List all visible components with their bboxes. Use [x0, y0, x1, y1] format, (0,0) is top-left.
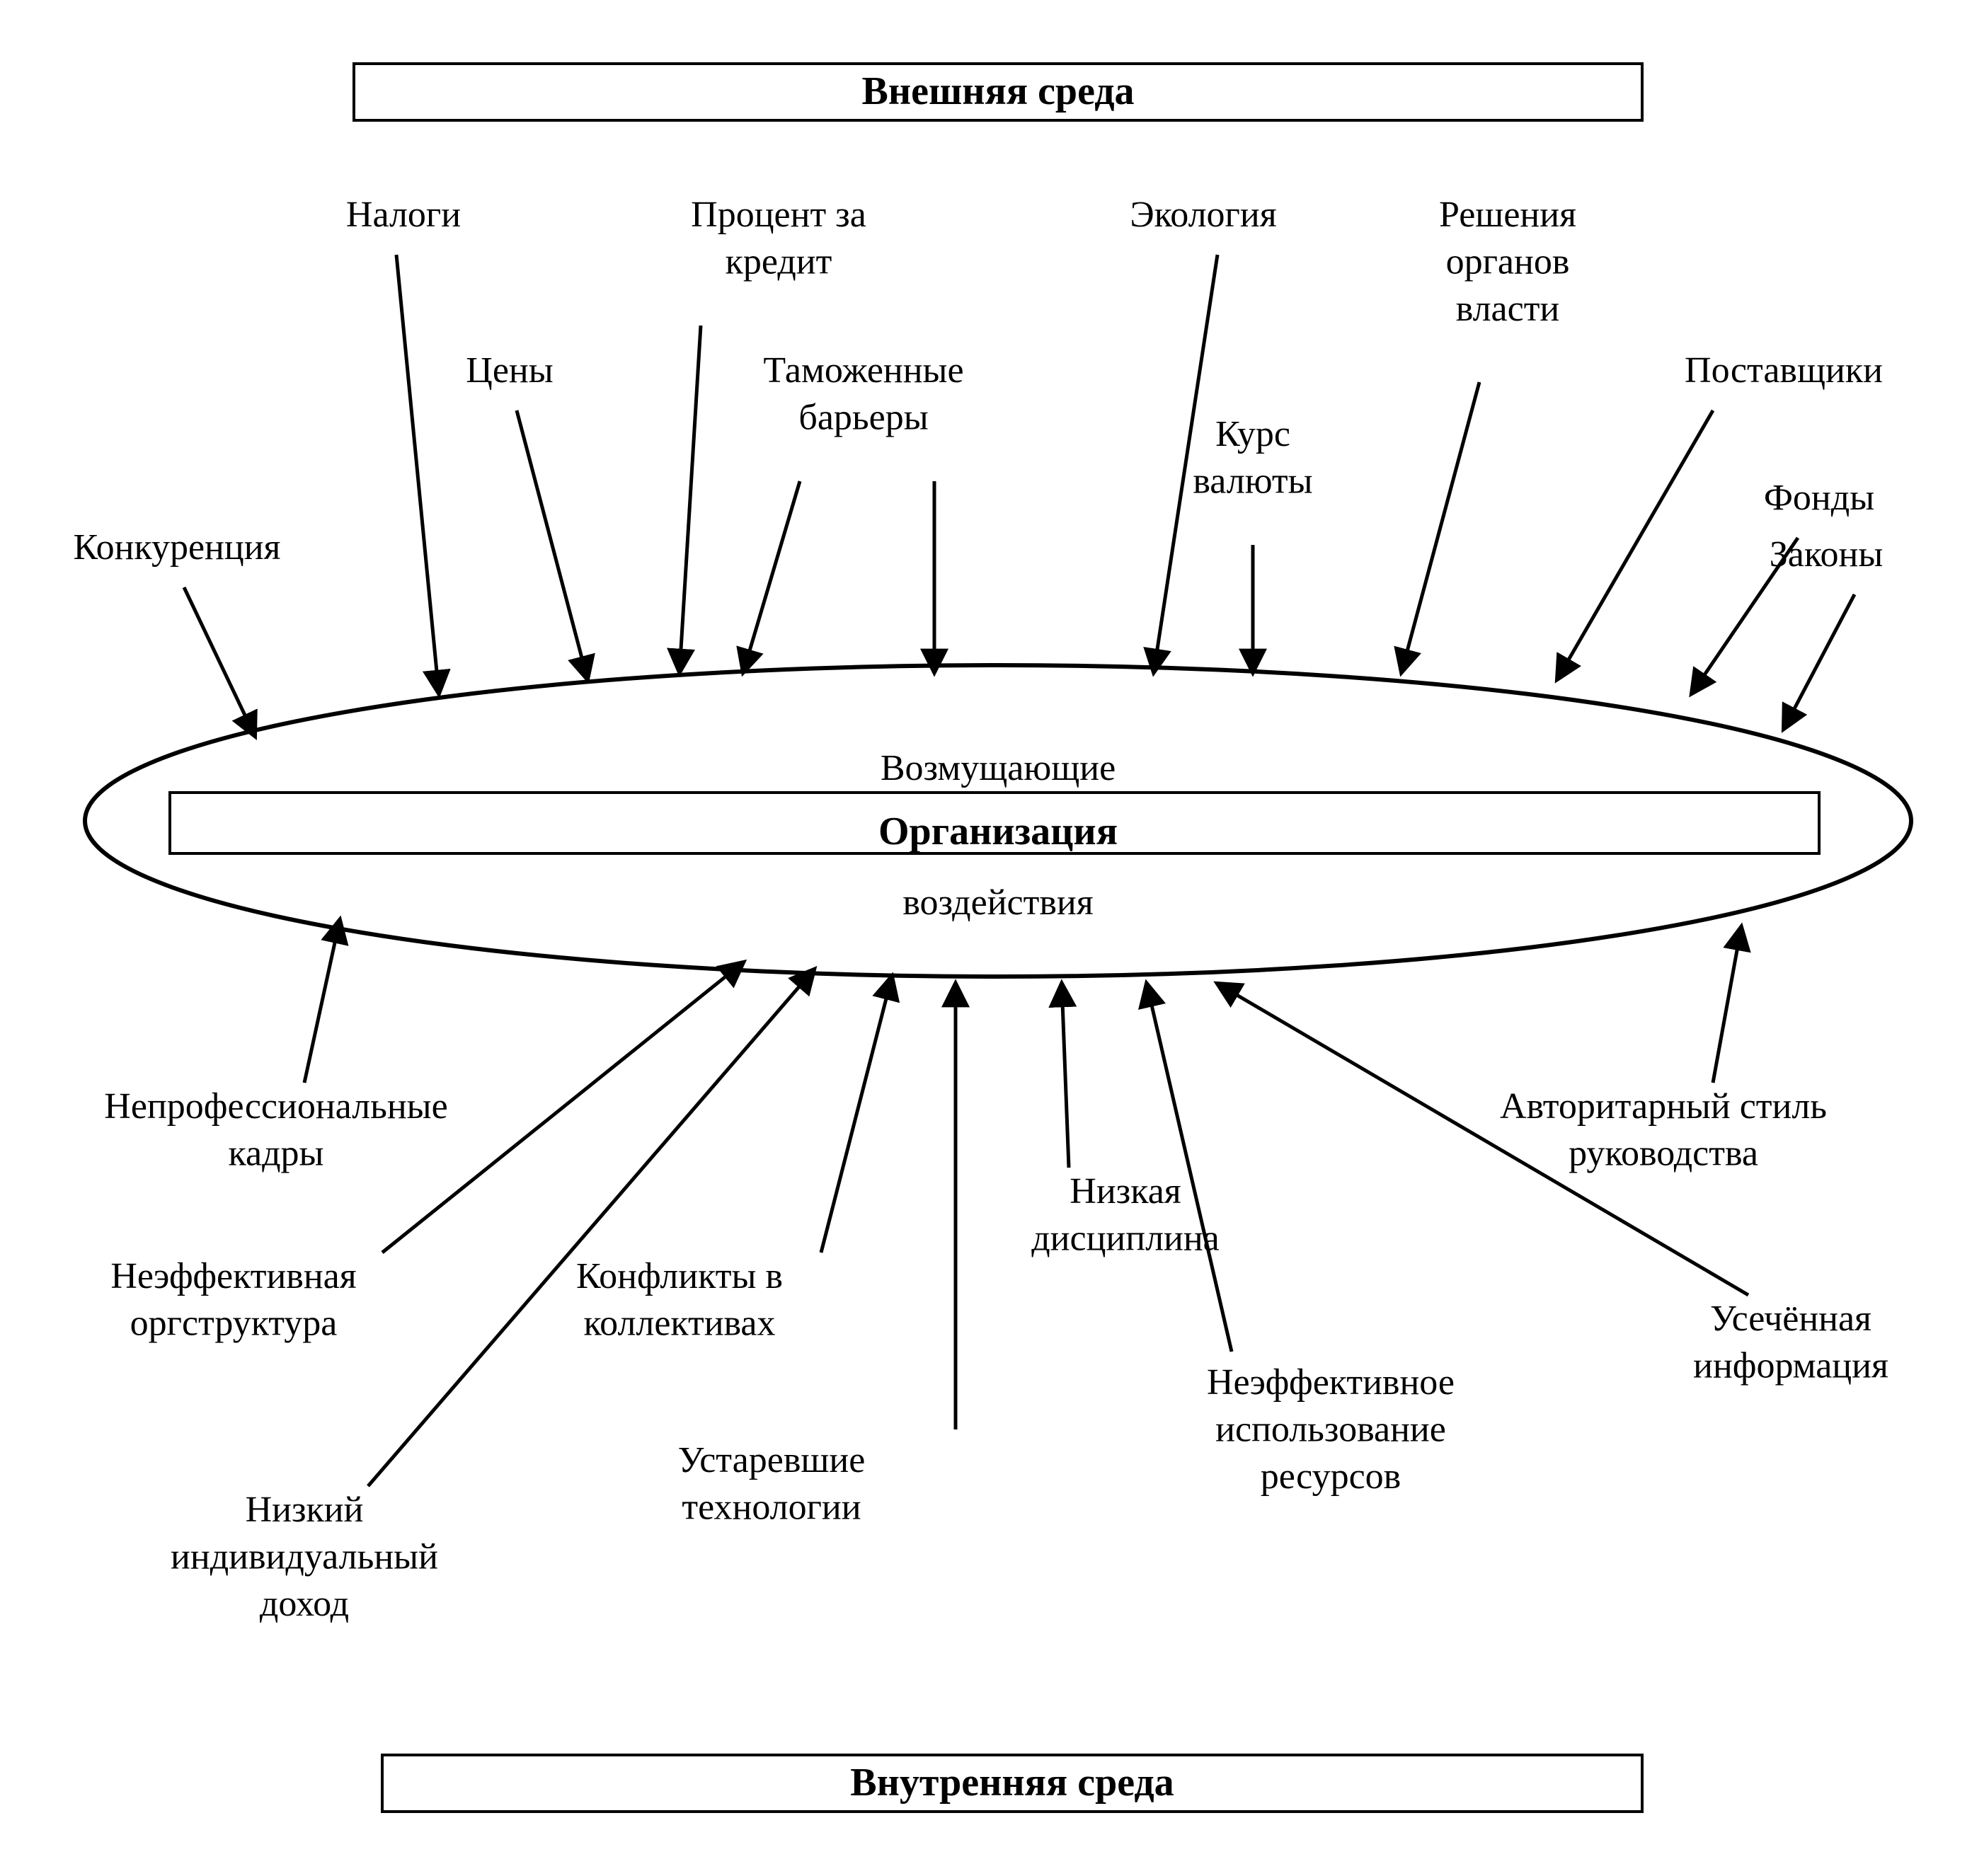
internal-factor-label: Низкийиндивидуальныйдоход: [171, 1490, 438, 1624]
internal-factor-label: Непрофессиональныекадры: [104, 1086, 447, 1174]
external-factor-label: Курсвалюты: [1193, 414, 1312, 502]
influences-label-bottom: воздействия: [902, 882, 1093, 923]
external-factor-arrow: [743, 481, 800, 672]
internal-factor-arrow: [1713, 927, 1741, 1083]
internal-factor-arrow: [821, 977, 892, 1253]
internal-factors-group: Непрофессиональныекадры Неэффективнаяоргс…: [104, 920, 1888, 1624]
external-factor-label: Цены: [466, 350, 553, 391]
internal-factor-label: Устаревшиетехнологии: [678, 1440, 866, 1528]
internal-environment-title: Внутренняя среда: [850, 1761, 1174, 1805]
external-factor-arrow: [396, 255, 439, 694]
internal-factor-label: Авторитарный стильруководства: [1500, 1086, 1827, 1174]
external-factor-arrow: [1401, 382, 1479, 672]
external-factors-group: Конкуренция Налоги Цены Процент закредит Там…: [74, 195, 1884, 736]
external-factor-label: Законы: [1770, 534, 1884, 575]
external-factor-arrow: [1784, 594, 1855, 729]
internal-factor-arrow: [1147, 984, 1232, 1352]
external-factor-arrow: [680, 326, 701, 672]
internal-factor-label: Усечённаяинформация: [1693, 1299, 1888, 1386]
external-environment-title: Внешняя среда: [861, 69, 1134, 113]
external-factor-label: Фонды: [1764, 478, 1874, 518]
internal-factor-arrow: [1062, 984, 1069, 1168]
external-factor-arrow: [1557, 410, 1713, 679]
internal-factor-arrow: [304, 920, 340, 1083]
external-factor-label: Конкуренция: [74, 527, 281, 568]
external-factor-arrow: [517, 410, 587, 679]
internal-factor-label: Неэффективнаяоргструктура: [110, 1256, 356, 1344]
disturbing-label-top: Возмущающие: [881, 748, 1116, 788]
external-factor-label: Экология: [1130, 195, 1276, 235]
organization-environment-diagram: Внешняя среда Возмущающие Организация во…: [0, 0, 1972, 1876]
external-factor-arrow: [184, 587, 255, 736]
internal-factor-label: Конфликты вколлективах: [576, 1256, 783, 1344]
external-factor-label: Налоги: [346, 195, 461, 235]
external-factor-label: Поставщики: [1685, 350, 1883, 391]
organization-label: Организация: [878, 810, 1118, 853]
external-factor-label: Решенияоргановвласти: [1439, 195, 1576, 329]
internal-factor-arrow: [368, 969, 814, 1486]
internal-factor-label: Неэффективноеиспользованиересурсов: [1207, 1362, 1455, 1497]
external-factor-label: Таможенныебарьеры: [763, 350, 963, 438]
external-factor-label: Процент закредит: [691, 195, 866, 282]
